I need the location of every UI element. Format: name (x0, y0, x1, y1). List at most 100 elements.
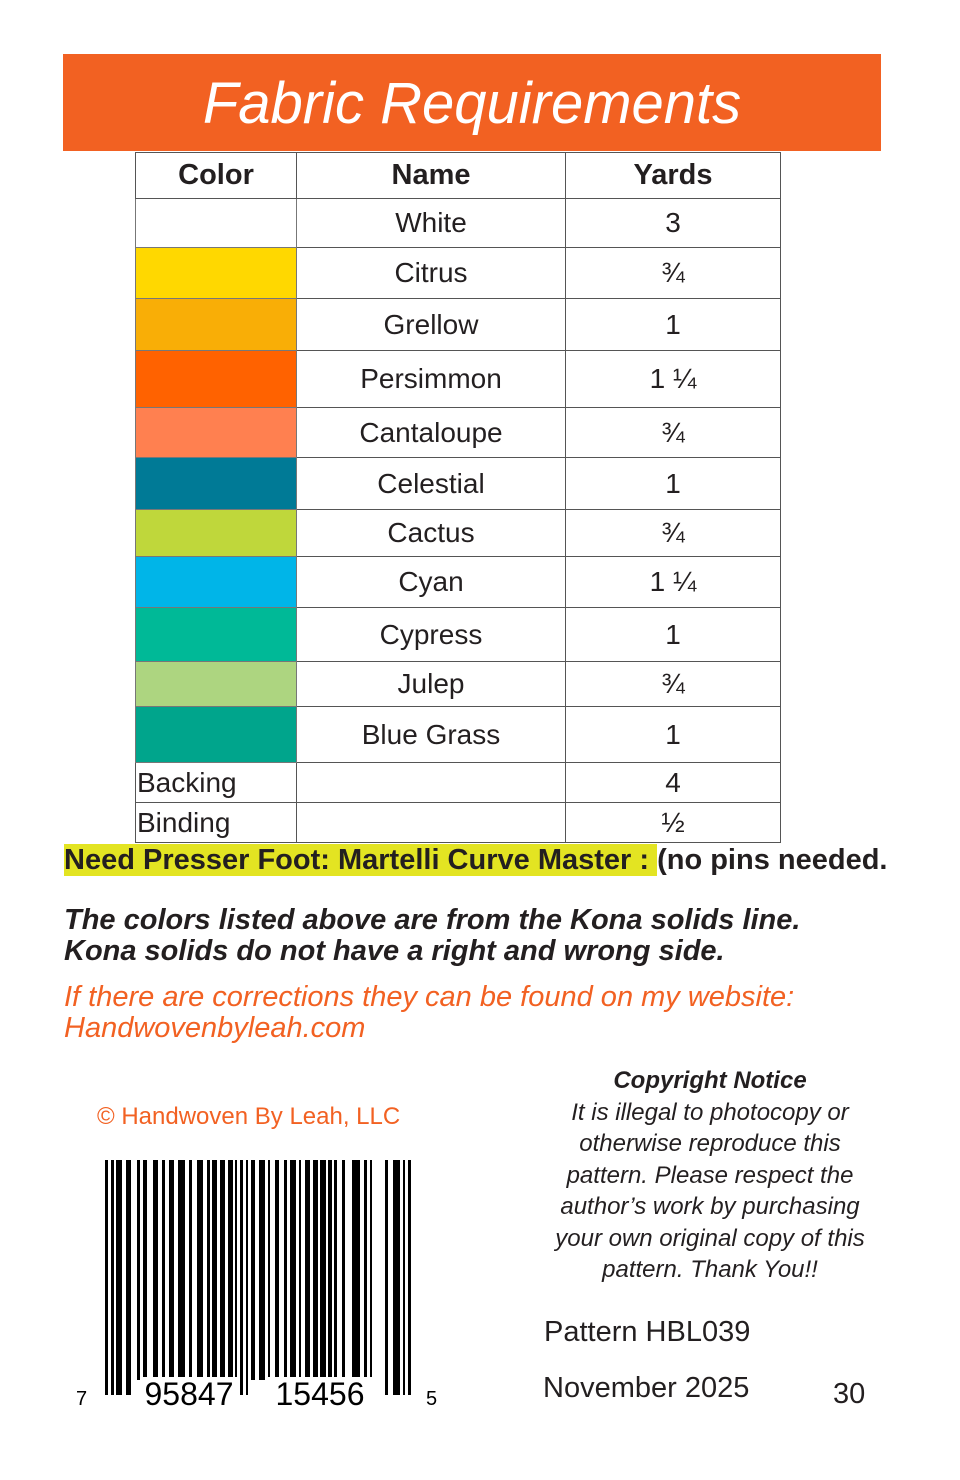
color-swatch (135, 457, 297, 510)
table-row: Celestial 1 (135, 457, 781, 510)
fabric-yards: ¾ (565, 407, 781, 458)
table-row: Cypress 1 (135, 607, 781, 662)
barcode-bar (162, 1160, 165, 1380)
barcode-bar (408, 1160, 411, 1395)
barcode-bar (111, 1160, 114, 1395)
fabric-name: White (296, 198, 566, 248)
barcode: 7 95847 15456 5 (76, 1160, 437, 1415)
barcode-bar (240, 1160, 243, 1395)
fabric-name: Cyan (296, 556, 566, 608)
fabric-yards: ¾ (565, 661, 781, 707)
color-swatch (135, 247, 297, 299)
color-swatch (135, 661, 297, 707)
fabric-yards: 1 (565, 298, 781, 351)
table-row: Backing 4 (135, 762, 781, 803)
table-row: Blue Grass 1 (135, 706, 781, 763)
barcode-bar (251, 1160, 255, 1380)
fabric-yards: ¾ (565, 509, 781, 557)
color-swatch (135, 509, 297, 557)
barcode-bar (259, 1160, 265, 1380)
table-row: White 3 (135, 198, 781, 248)
color-swatch (135, 556, 297, 608)
barcode-bar (284, 1160, 287, 1380)
fabric-name: Cypress (296, 607, 566, 662)
fabric-name: Blue Grass (296, 706, 566, 763)
barcode-bar (342, 1160, 345, 1380)
barcode-bar (178, 1160, 185, 1380)
color-swatch (135, 298, 297, 351)
presser-foot-rest: (no pins needed. (657, 844, 888, 876)
fabric-yards: 1 (565, 706, 781, 763)
barcode-bar (403, 1160, 405, 1395)
copyright-notice-line: your own original copy of this (555, 1224, 865, 1252)
copyright-notice: Copyright Notice It is illegal to photoc… (540, 1065, 880, 1286)
barcode-bar (385, 1160, 388, 1395)
copyright-notice-line: otherwise reproduce this (579, 1130, 841, 1157)
website-link[interactable]: Handwovenbyleah.com (64, 1012, 366, 1044)
barcode-bar (207, 1160, 210, 1380)
barcode-bar (305, 1160, 310, 1380)
barcode-check-digit: 5 (426, 1388, 437, 1410)
fabric-name: Cactus (296, 509, 566, 557)
table-header-row: Color Name Yards (135, 152, 781, 199)
barcode-bar (189, 1160, 192, 1380)
extra-yards: ½ (565, 802, 781, 843)
barcode-bar (105, 1160, 108, 1395)
table-row: Binding ½ (135, 802, 781, 843)
table-row: Citrus ¾ (135, 247, 781, 299)
header-yards: Yards (565, 152, 781, 199)
barcode-bar (275, 1160, 279, 1380)
header-name: Name (296, 152, 566, 199)
pattern-date: November 2025 (543, 1372, 750, 1404)
header-color: Color (135, 152, 297, 199)
fabric-yards: 1 ¼ (565, 556, 781, 608)
fabric-table: Color Name Yards White 3 Citrus ¾ Grello… (135, 152, 781, 843)
table-row: Julep ¾ (135, 661, 781, 707)
corrections-note: If there are corrections they can be fou… (64, 982, 794, 1044)
extra-name (296, 762, 566, 803)
barcode-left-digits: 95847 (145, 1376, 234, 1412)
table-row: Cyan 1 ¼ (135, 556, 781, 608)
extra-yards: 4 (565, 762, 781, 803)
barcode-bar (246, 1160, 248, 1395)
barcode-bar (334, 1160, 337, 1380)
barcode-bar (126, 1160, 131, 1395)
barcode-bar (235, 1160, 237, 1395)
barcode-bar (268, 1160, 270, 1380)
fabric-yards: 3 (565, 198, 781, 248)
color-swatch (135, 407, 297, 458)
barcode-bar (320, 1160, 326, 1380)
fabric-name: Persimmon (296, 350, 566, 408)
barcode-bar (352, 1160, 360, 1380)
copyright-notice-title: Copyright Notice (613, 1067, 807, 1094)
fabric-name: Celestial (296, 457, 566, 510)
barcode-bar (370, 1160, 372, 1380)
presser-foot-highlight: Need Presser Foot: Martelli Curve Master… (64, 844, 658, 876)
table-row: Cantaloupe ¾ (135, 407, 781, 458)
pattern-number: Pattern HBL039 (544, 1316, 751, 1348)
barcode-bar (143, 1160, 147, 1380)
barcode-bar (228, 1160, 233, 1380)
copyright-notice-line: It is illegal to photocopy or (571, 1098, 849, 1126)
barcode-bar (153, 1160, 158, 1380)
fabric-yards: 1 ¼ (565, 350, 781, 408)
fabric-name: Grellow (296, 298, 566, 351)
barcode-bar (212, 1160, 217, 1380)
fabric-name: Julep (296, 661, 566, 707)
presser-foot-note: Need Presser Foot: Martelli Curve Master… (64, 844, 894, 876)
barcode-right-digits: 15456 (276, 1376, 365, 1412)
barcode-bar (116, 1160, 122, 1395)
barcode-bar (169, 1160, 174, 1380)
page-number: 30 (833, 1378, 866, 1410)
table-row: Grellow 1 (135, 298, 781, 351)
extra-label: Backing (135, 762, 297, 803)
copyright-notice-line: pattern. Thank You!! (602, 1256, 818, 1283)
table-row: Cactus ¾ (135, 509, 781, 557)
copyright-owner: © Handwoven By Leah, LLC (97, 1103, 401, 1130)
copyright-notice-line: author’s work by purchasing (560, 1193, 860, 1220)
color-swatch (135, 607, 297, 662)
fabric-yards: 1 (565, 607, 781, 662)
table-row: Persimmon 1 ¼ (135, 350, 781, 408)
fabric-yards: ¾ (565, 247, 781, 299)
extra-label: Binding (135, 802, 297, 843)
